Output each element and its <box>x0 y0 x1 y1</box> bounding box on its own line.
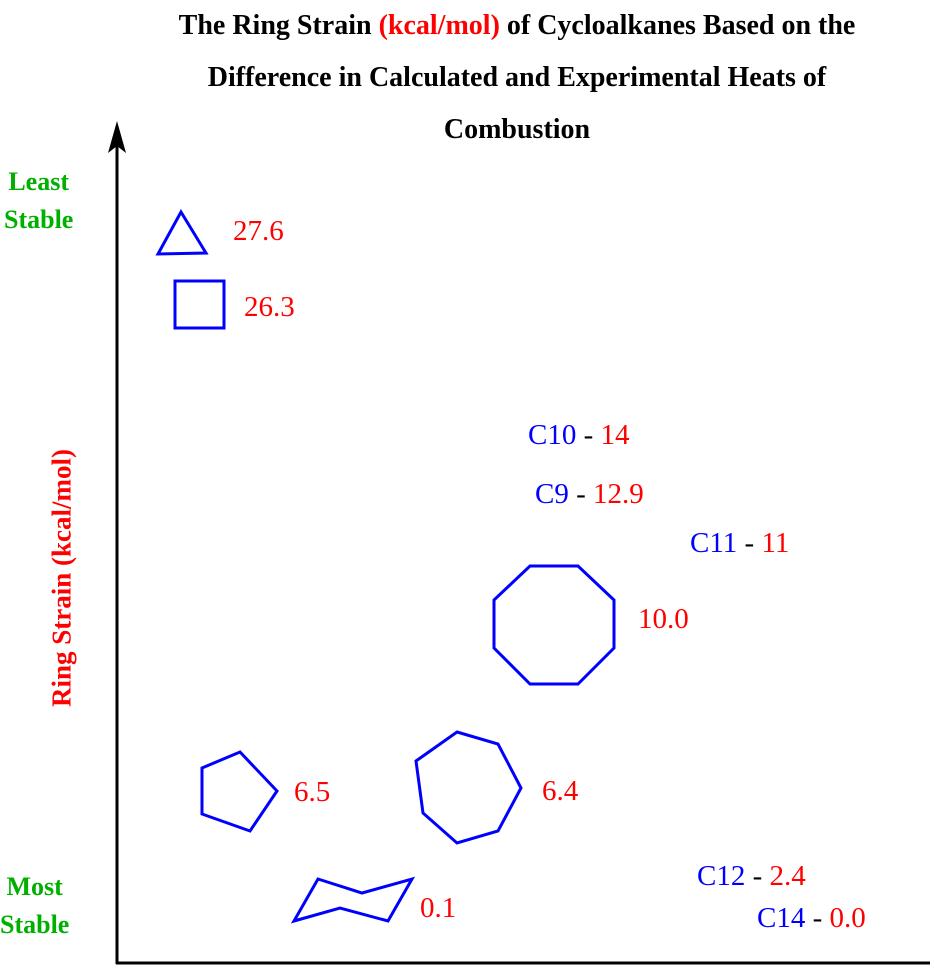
cycloheptane-strain-label: 6.4 <box>542 775 579 807</box>
cyclododecane-label: C12 - 2.4 <box>697 860 806 892</box>
cycloundecane-strain-value: 11 <box>761 527 789 559</box>
title-unit-highlight: (kcal/mol) <box>378 10 500 41</box>
cyclopentane-strain-label: 6.5 <box>294 776 330 808</box>
cyclotetradecane-name: C14 <box>757 902 813 934</box>
cyclohexane-strain-label: 0.1 <box>420 892 456 924</box>
cyclopropane-strain-label: 27.6 <box>233 215 284 247</box>
least-stable-line-2: Stable <box>4 205 74 234</box>
cyclododecane-strain-value: 2.4 <box>770 860 807 892</box>
cyclotetradecane-strain-value: 0.0 <box>830 902 866 934</box>
cyclononane-strain-value: 12.9 <box>593 478 644 510</box>
title-part-3: of Cycloalkanes Based on the <box>506 10 856 41</box>
chart-title-line-1: The Ring Strain (kcal/mol) of Cycloalkan… <box>100 12 934 40</box>
cycloundecane-label: C11 - 11 <box>690 527 789 559</box>
cyclododecane-separator: - <box>753 860 770 892</box>
least-stable-line-1: Least <box>8 167 69 196</box>
chart-title-line-2: Difference in Calculated and Experimenta… <box>207 62 827 93</box>
cyclotetradecane-separator: - <box>813 902 830 934</box>
cyclododecane-name: C12 <box>697 860 753 892</box>
most-stable-line-2: Stable <box>0 910 70 939</box>
cyclooctane-strain-label: 10.0 <box>638 603 689 635</box>
y-axis-arrowhead-icon <box>108 121 126 153</box>
cyclobutane-strain-label: 26.3 <box>244 291 295 323</box>
most-stable-line-1: Most <box>6 872 63 901</box>
cyclodecane-separator: - <box>584 419 601 451</box>
chart-title-line-3: Combustion <box>443 114 591 145</box>
cyclodecane-label: C10 - 14 <box>528 419 630 451</box>
cyclopropane-triangle-icon <box>155 209 209 256</box>
cyclononane-label: C9 - 12.9 <box>535 478 644 510</box>
least-stable-label: Least Stable <box>4 163 73 239</box>
cycloheptane-heptagon-icon <box>414 730 523 845</box>
cyclononane-separator: - <box>576 478 593 510</box>
cyclononane-name: C9 <box>535 478 576 510</box>
cyclobutane-square-icon <box>173 279 226 330</box>
cyclooctane-octagon-icon <box>492 564 616 686</box>
cycloundecane-separator: - <box>745 527 762 559</box>
title-part-1: The Ring Strain <box>178 10 372 41</box>
cyclohexane-chair-icon <box>290 876 416 924</box>
cyclodecane-strain-value: 14 <box>601 419 631 451</box>
cyclodecane-name: C10 <box>528 419 584 451</box>
cycloundecane-name: C11 <box>690 527 745 559</box>
axes <box>108 121 930 965</box>
cyclotetradecane-label: C14 - 0.0 <box>757 902 866 934</box>
most-stable-label: Most Stable <box>0 868 69 944</box>
cyclopentane-pentagon-icon <box>200 750 279 833</box>
